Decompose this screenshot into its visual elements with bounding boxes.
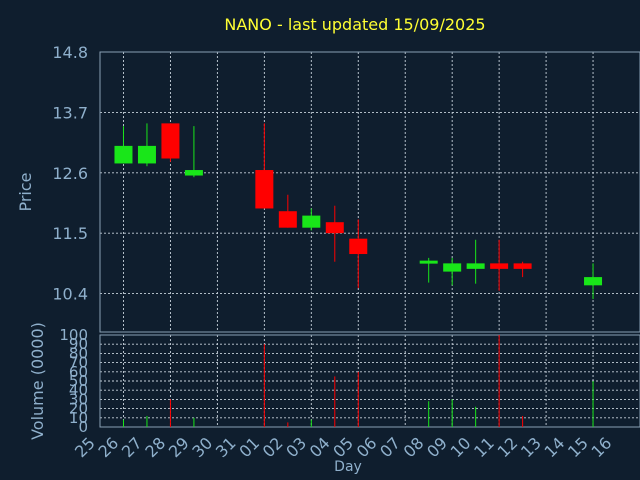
candle-body: [161, 123, 180, 159]
candle-body: [302, 215, 321, 228]
price-axis-label: Price: [16, 172, 35, 211]
volume-tick-label: 90: [69, 335, 88, 353]
candle-body: [349, 238, 368, 255]
volume-panel-frame: [99, 334, 640, 428]
candle-body: [114, 145, 133, 164]
price-tick-label: 11.5: [52, 224, 88, 243]
candle-body: [443, 263, 462, 272]
volume-tick-label: 80: [69, 344, 88, 362]
candle-body: [137, 145, 156, 164]
price-tick-label: 10.4: [52, 285, 88, 304]
candle-body: [325, 222, 344, 234]
price-tick-label: 12.6: [52, 164, 88, 183]
chart-title: NANO - last updated 15/09/2025: [224, 15, 485, 34]
volume-tick-label: 60: [69, 363, 88, 381]
candle-body: [584, 277, 603, 286]
candle-body: [513, 263, 532, 269]
volume-tick-label: 100: [59, 326, 88, 344]
price-axis-ticks: 14.8 13.7 12.6 11.5 10.4: [52, 43, 88, 304]
x-axis-label: Day: [334, 459, 362, 475]
candle-body: [490, 263, 509, 269]
volume-axis-label: Volume (0000): [28, 322, 47, 440]
volume-tick-label: 50: [69, 372, 88, 390]
candle-body: [419, 260, 438, 264]
price-tick-label: 14.8: [52, 43, 88, 62]
candle-body: [255, 170, 274, 209]
price-panel-frame: [99, 51, 640, 333]
candle-body: [278, 211, 297, 228]
volume-bars: [122, 335, 594, 427]
volume-tick-label: 70: [69, 354, 88, 372]
candle-body: [466, 263, 485, 269]
volume-tick-label: 20: [69, 400, 88, 418]
volume-tick-label: 10: [69, 409, 88, 427]
candle-body: [184, 170, 203, 176]
candles: [114, 123, 603, 300]
volume-tick-label: 30: [69, 390, 88, 408]
price-tick-label: 13.7: [52, 103, 88, 122]
x-axis-ticks: 2526272829303101020304050607080910111213…: [71, 433, 615, 461]
volume-tick-label: 0: [78, 418, 88, 436]
volume-tick-label: 40: [69, 381, 88, 399]
